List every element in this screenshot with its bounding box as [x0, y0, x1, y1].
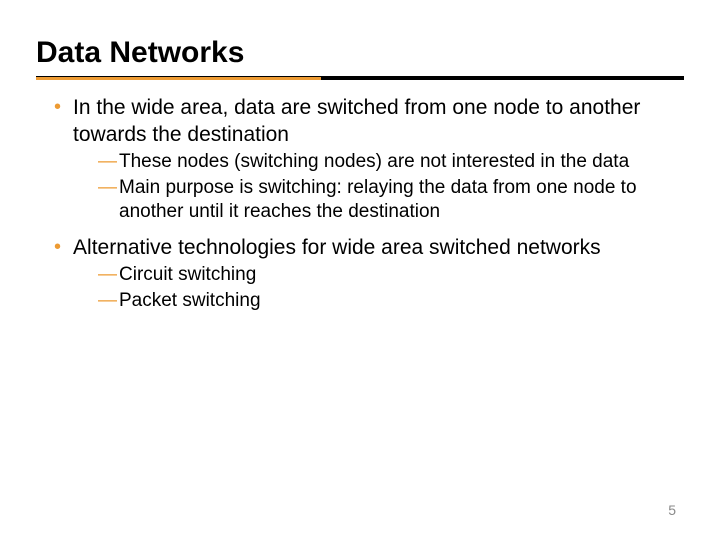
dash-icon: — — [98, 150, 117, 174]
bullet-l1: • In the wide area, data are switched fr… — [54, 94, 684, 148]
dash-icon: — — [98, 289, 117, 313]
dash-icon: — — [98, 263, 117, 287]
slide-title: Data Networks — [36, 36, 684, 70]
sub-bullet-text: Circuit switching — [119, 263, 256, 287]
sub-bullet-text: Packet switching — [119, 289, 261, 313]
bullet-l2: — Main purpose is switching: relaying th… — [98, 176, 684, 224]
bullet-l1: • Alternative technologies for wide area… — [54, 234, 684, 261]
bullet-l2: — These nodes (switching nodes) are not … — [98, 150, 684, 174]
bullet-l2: — Packet switching — [98, 289, 684, 313]
content-area: • In the wide area, data are switched fr… — [36, 94, 684, 313]
bullet-text: In the wide area, data are switched from… — [73, 94, 684, 148]
bullet-dot-icon: • — [54, 94, 61, 120]
bullet-l2: — Circuit switching — [98, 263, 684, 287]
title-rule-accent — [36, 77, 321, 80]
page-number: 5 — [668, 502, 676, 518]
sub-bullet-text: Main purpose is switching: relaying the … — [119, 176, 684, 224]
sub-bullet-text: These nodes (switching nodes) are not in… — [119, 150, 629, 174]
bullet-text: Alternative technologies for wide area s… — [73, 234, 601, 261]
slide: Data Networks • In the wide area, data a… — [0, 0, 720, 540]
dash-icon: — — [98, 176, 117, 200]
bullet-dot-icon: • — [54, 234, 61, 260]
